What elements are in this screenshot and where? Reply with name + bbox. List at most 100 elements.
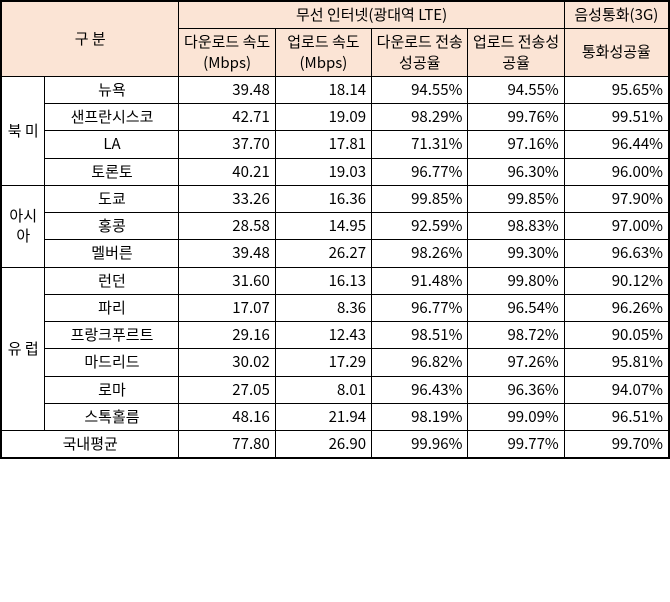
cell-value: 97.90% xyxy=(564,185,669,212)
cell-value: 98.29% xyxy=(372,104,468,131)
city-label: 파리 xyxy=(45,294,179,321)
cell-value: 8.01 xyxy=(275,376,371,403)
region-na: 북 미 xyxy=(1,76,45,185)
cell-value: 27.05 xyxy=(179,376,275,403)
cell-value: 42.71 xyxy=(179,104,275,131)
table-row: 토론토 40.21 19.03 96.77% 96.30% 96.00% xyxy=(1,158,669,185)
cell-value: 96.63% xyxy=(564,240,669,267)
cell-value: 98.72% xyxy=(468,322,564,349)
cell-value: 96.00% xyxy=(564,158,669,185)
table-row: 파리 17.07 8.36 96.77% 96.54% 96.26% xyxy=(1,294,669,321)
cell-value: 99.09% xyxy=(468,403,564,430)
header-voice: 음성통화(3G) xyxy=(564,1,669,29)
cell-value: 18.14 xyxy=(275,76,371,103)
cell-value: 94.55% xyxy=(372,76,468,103)
cell-value: 99.70% xyxy=(564,431,669,459)
table-row-domestic: 국내평균 77.80 26.90 99.96% 99.77% 99.70% xyxy=(1,431,669,459)
table-row: LA 37.70 17.81 71.31% 97.16% 96.44% xyxy=(1,131,669,158)
header-call-success: 통화성공율 xyxy=(564,29,669,77)
header-row-1: 구 분 무선 인터넷(광대역 LTE) 음성통화(3G) xyxy=(1,1,669,29)
city-label: 도쿄 xyxy=(45,185,179,212)
table-row: 로마 27.05 8.01 96.43% 96.36% 94.07% xyxy=(1,376,669,403)
city-label: 홍콩 xyxy=(45,213,179,240)
cell-value: 99.77% xyxy=(468,431,564,459)
cell-value: 90.12% xyxy=(564,267,669,294)
domestic-label: 국내평균 xyxy=(1,431,179,459)
cell-value: 96.26% xyxy=(564,294,669,321)
table-row: 홍콩 28.58 14.95 92.59% 98.83% 97.00% xyxy=(1,213,669,240)
cell-value: 28.58 xyxy=(179,213,275,240)
header-dl-success: 다운로드 전송성공율 xyxy=(372,29,468,77)
header-ul-speed: 업로드 속도(Mbps) xyxy=(275,29,371,77)
cell-value: 94.07% xyxy=(564,376,669,403)
cell-value: 96.36% xyxy=(468,376,564,403)
cell-value: 98.19% xyxy=(372,403,468,430)
cell-value: 21.94 xyxy=(275,403,371,430)
cell-value: 19.09 xyxy=(275,104,371,131)
city-label: 멜버른 xyxy=(45,240,179,267)
cell-value: 99.96% xyxy=(372,431,468,459)
cell-value: 95.81% xyxy=(564,349,669,376)
city-label: 스톡홀름 xyxy=(45,403,179,430)
header-category: 구 분 xyxy=(1,1,179,76)
table-row: 스톡홀름 48.16 21.94 98.19% 99.09% 96.51% xyxy=(1,403,669,430)
city-label: 마드리드 xyxy=(45,349,179,376)
cell-value: 96.77% xyxy=(372,158,468,185)
cell-value: 99.80% xyxy=(468,267,564,294)
cell-value: 98.83% xyxy=(468,213,564,240)
cell-value: 90.05% xyxy=(564,322,669,349)
table-row: 프랑크푸르트 29.16 12.43 98.51% 98.72% 90.05% xyxy=(1,322,669,349)
comparison-table: 구 분 무선 인터넷(광대역 LTE) 음성통화(3G) 다운로드 속도(Mbp… xyxy=(0,0,670,459)
region-eu: 유 럽 xyxy=(1,267,45,431)
cell-value: 96.51% xyxy=(564,403,669,430)
cell-value: 99.30% xyxy=(468,240,564,267)
cell-value: 16.13 xyxy=(275,267,371,294)
cell-value: 99.51% xyxy=(564,104,669,131)
cell-value: 31.60 xyxy=(179,267,275,294)
cell-value: 96.54% xyxy=(468,294,564,321)
cell-value: 96.44% xyxy=(564,131,669,158)
cell-value: 40.21 xyxy=(179,158,275,185)
cell-value: 26.90 xyxy=(275,431,371,459)
cell-value: 39.48 xyxy=(179,76,275,103)
cell-value: 99.85% xyxy=(468,185,564,212)
cell-value: 33.26 xyxy=(179,185,275,212)
region-asia: 아시아 xyxy=(1,185,45,267)
table-row: 마드리드 30.02 17.29 96.82% 97.26% 95.81% xyxy=(1,349,669,376)
city-label: 뉴욕 xyxy=(45,76,179,103)
cell-value: 26.27 xyxy=(275,240,371,267)
table-row: 유 럽 런던 31.60 16.13 91.48% 99.80% 90.12% xyxy=(1,267,669,294)
city-label: 샌프란시스코 xyxy=(45,104,179,131)
cell-value: 16.36 xyxy=(275,185,371,212)
city-label: 런던 xyxy=(45,267,179,294)
cell-value: 92.59% xyxy=(372,213,468,240)
table-row: 북 미 뉴욕 39.48 18.14 94.55% 94.55% 95.65% xyxy=(1,76,669,103)
cell-value: 17.07 xyxy=(179,294,275,321)
cell-value: 97.16% xyxy=(468,131,564,158)
cell-value: 91.48% xyxy=(372,267,468,294)
header-wireless: 무선 인터넷(광대역 LTE) xyxy=(179,1,564,29)
city-label: 로마 xyxy=(45,376,179,403)
cell-value: 19.03 xyxy=(275,158,371,185)
table-row: 멜버른 39.48 26.27 98.26% 99.30% 96.63% xyxy=(1,240,669,267)
cell-value: 94.55% xyxy=(468,76,564,103)
cell-value: 39.48 xyxy=(179,240,275,267)
cell-value: 48.16 xyxy=(179,403,275,430)
cell-value: 8.36 xyxy=(275,294,371,321)
city-label: 프랑크푸르트 xyxy=(45,322,179,349)
cell-value: 99.85% xyxy=(372,185,468,212)
cell-value: 37.70 xyxy=(179,131,275,158)
cell-value: 95.65% xyxy=(564,76,669,103)
cell-value: 17.81 xyxy=(275,131,371,158)
cell-value: 98.26% xyxy=(372,240,468,267)
cell-value: 96.30% xyxy=(468,158,564,185)
cell-value: 29.16 xyxy=(179,322,275,349)
cell-value: 99.76% xyxy=(468,104,564,131)
city-label: 토론토 xyxy=(45,158,179,185)
cell-value: 71.31% xyxy=(372,131,468,158)
cell-value: 12.43 xyxy=(275,322,371,349)
table-row: 아시아 도쿄 33.26 16.36 99.85% 99.85% 97.90% xyxy=(1,185,669,212)
cell-value: 77.80 xyxy=(179,431,275,459)
cell-value: 30.02 xyxy=(179,349,275,376)
header-dl-speed: 다운로드 속도(Mbps) xyxy=(179,29,275,77)
